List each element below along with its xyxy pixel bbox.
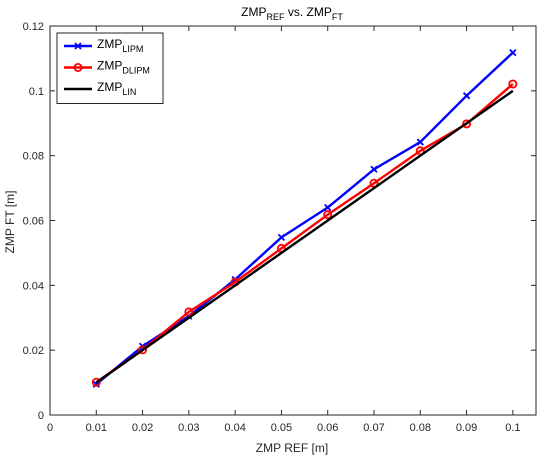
title-sub-1: REF (267, 12, 286, 22)
legend-label-main: ZMP (97, 80, 122, 94)
point-dlipm (323, 210, 333, 220)
x-tick-label: 0 (47, 422, 53, 434)
x-axis: 0 0.01 0.02 0.03 0.04 0.05 0.06 0.07 0.08 0.09 0.1 (47, 26, 521, 434)
y-tick-label: 0.06 (23, 216, 44, 228)
x-tick-label: 0.08 (410, 422, 431, 434)
y-tick-label: 0.02 (23, 345, 44, 357)
title-part-2: vs. ZMP (285, 5, 332, 19)
point-dlipm (184, 307, 194, 317)
point-lipm (416, 138, 424, 146)
legend-label: ZMPDLIPM (97, 59, 150, 76)
point-dlipm (73, 63, 83, 73)
point-lipm (74, 42, 82, 50)
legend-item-dlipm: ZMPDLIPM (64, 59, 150, 76)
legend-label-sub: DLIPM (122, 66, 150, 76)
y-tick-label: 0.08 (23, 151, 44, 163)
y-axis-label: ZMP FT [m] (3, 191, 17, 254)
y-axis: 0 0.02 0.04 0.06 0.08 0.1 0.12 (23, 21, 536, 422)
point-lipm (277, 233, 286, 241)
legend-item-lipm: ZMPLIPM (64, 37, 143, 54)
title-part-1: ZMP (241, 5, 266, 19)
y-tick-label: 0 (38, 410, 44, 422)
point-lipm (324, 203, 332, 212)
y-tick-label: 0.04 (23, 280, 44, 292)
point-dlipm (508, 79, 518, 89)
legend-label: ZMPLIPM (97, 37, 143, 54)
x-tick-label: 0.1 (505, 422, 520, 434)
legend-label-main: ZMP (97, 37, 122, 51)
x-tick-label: 0.07 (363, 422, 384, 434)
point-dlipm (138, 345, 148, 355)
x-tick-label: 0.09 (456, 422, 477, 434)
point-dlipm (91, 377, 101, 387)
legend-item-lin: ZMPLIN (64, 80, 136, 97)
series-line-dlipm (95, 83, 514, 384)
x-tick-label: 0.01 (86, 422, 107, 434)
legend-label: ZMPLIN (97, 80, 136, 97)
legend-label-main: ZMP (97, 59, 122, 73)
chart-title: ZMPREF vs. ZMPFT (241, 5, 343, 22)
x-tick-label: 0.04 (224, 422, 245, 434)
y-tick-label: 0.12 (23, 21, 44, 33)
series-layer (91, 48, 518, 388)
legend-label-sub: LIPM (122, 44, 143, 54)
x-axis-label: ZMP REF [m] (256, 441, 328, 455)
point-lipm (462, 92, 471, 100)
title-sub-2: FT (332, 12, 343, 22)
legend-label-sub: LIN (122, 87, 136, 97)
point-lipm (370, 165, 378, 173)
series-line-lin (95, 89, 514, 384)
x-tick-label: 0.06 (317, 422, 338, 434)
point-lipm (509, 48, 517, 57)
x-tick-label: 0.03 (178, 422, 199, 434)
point-dlipm (462, 119, 472, 129)
x-tick-label: 0.05 (271, 422, 292, 434)
x-tick-label: 0.02 (132, 422, 153, 434)
y-tick-label: 0.1 (29, 86, 44, 98)
